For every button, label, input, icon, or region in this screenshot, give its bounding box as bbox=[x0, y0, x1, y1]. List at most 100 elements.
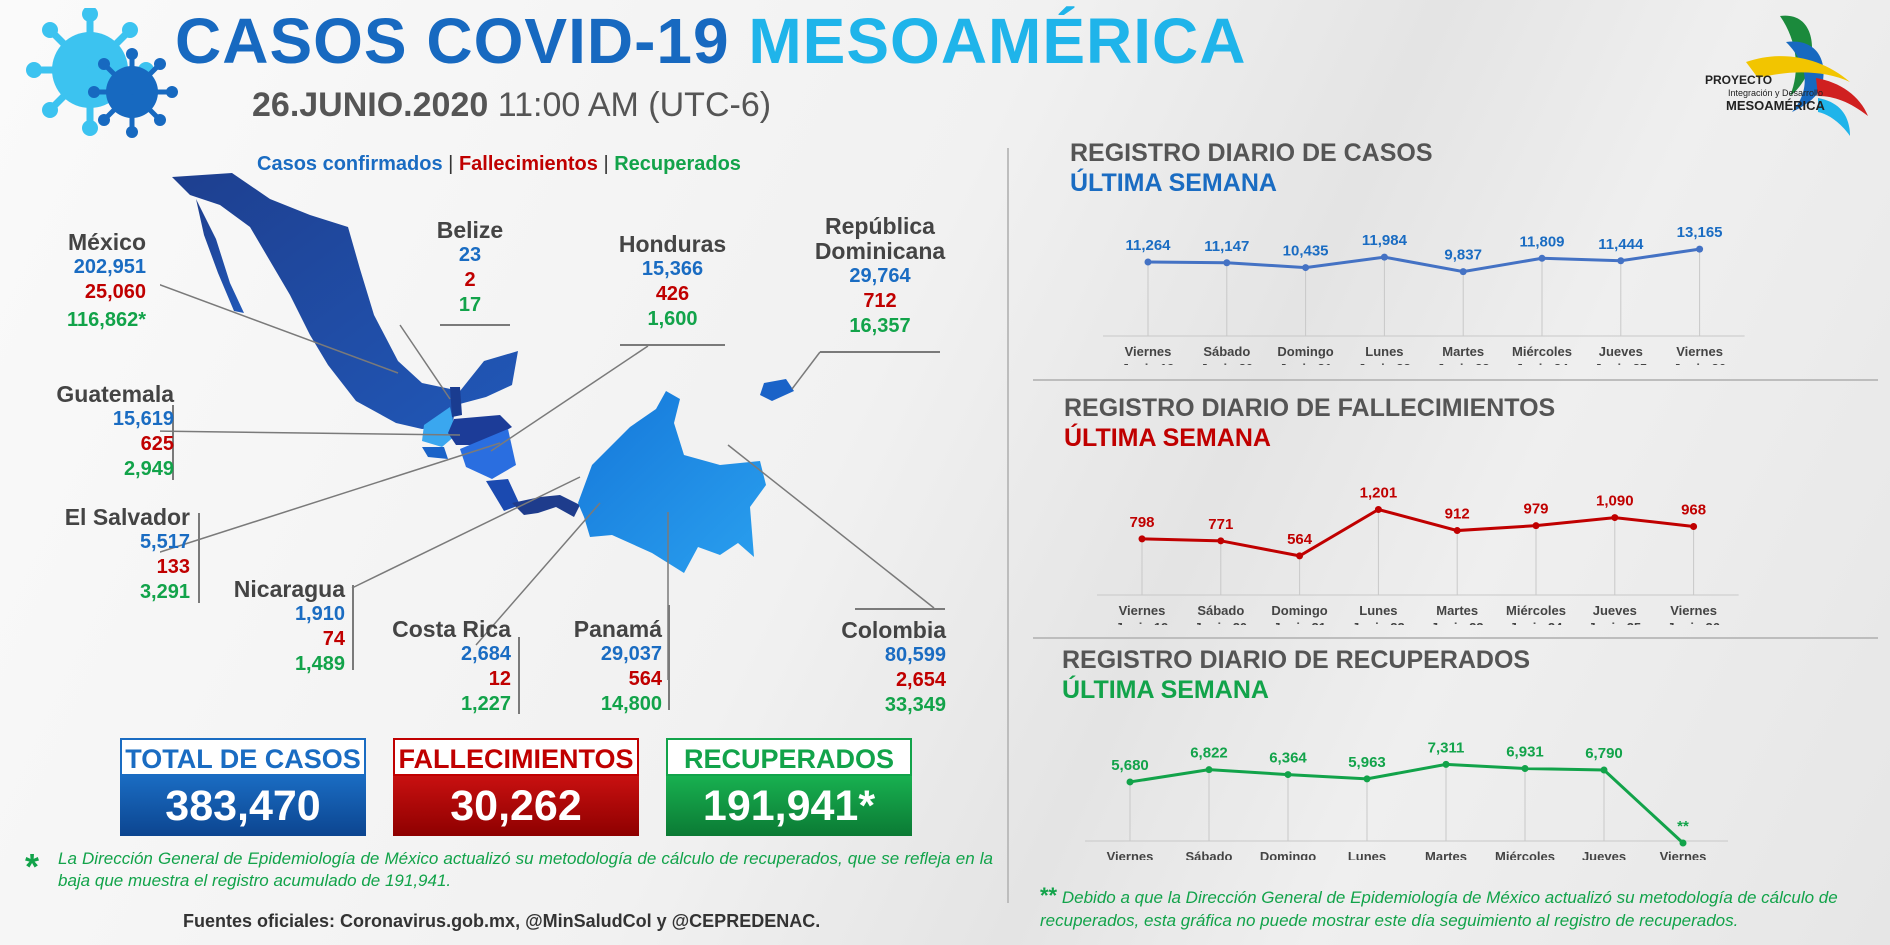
category-label: Junio 23 bbox=[1431, 620, 1484, 625]
chart-title: REGISTRO DIARIO DE CASOS bbox=[1070, 139, 1433, 167]
category-label: Jueves bbox=[1582, 849, 1626, 860]
divider-1 bbox=[1033, 379, 1878, 381]
data-label: 6,364 bbox=[1269, 750, 1307, 767]
country-deaths: 712 bbox=[863, 290, 897, 312]
logo-line3: MESOAMÉRICA bbox=[1726, 98, 1826, 113]
deaths-chart: 798 Viernes Junio 19 771 Sábado Junio 20 564 Do… bbox=[1040, 455, 1870, 635]
data-label: 1,090 bbox=[1596, 493, 1634, 510]
sources: Fuentes oficiales: Coronavirus.gob.mx, @… bbox=[183, 911, 821, 931]
country-name-line2: Dominicana bbox=[814, 238, 946, 264]
total-deaths-value: 30,262 bbox=[393, 776, 639, 836]
title-part2: MESOAMÉRICA bbox=[748, 5, 1247, 77]
data-point bbox=[1696, 245, 1704, 253]
data-point bbox=[1302, 264, 1310, 272]
legend-sep: | bbox=[448, 153, 454, 175]
total-deaths-box: FALLECIMIENTOS 30,262 bbox=[393, 738, 639, 836]
data-label: 912 bbox=[1445, 506, 1470, 523]
chart-title: REGISTRO DIARIO DE FALLECIMIENTOS bbox=[1064, 394, 1556, 422]
divider-2 bbox=[1033, 637, 1878, 639]
page-title: CASOS COVID-19 MESOAMÉRICA bbox=[175, 4, 1246, 78]
data-label: 11,444 bbox=[1598, 236, 1644, 253]
category-label: Domingo bbox=[1260, 849, 1316, 860]
proyecto-mesoamerica-logo: PROYECTO Integración y Desarrollo MESOAM… bbox=[1700, 12, 1870, 138]
country-belize: Belize 23 2 17 bbox=[420, 218, 520, 318]
recovered-chart-title-block: REGISTRO DIARIO DE RECUPERADOS ÚLTIMA SE… bbox=[1062, 645, 1530, 705]
leader-bar-colombia bbox=[855, 608, 945, 610]
category-label: Martes bbox=[1436, 603, 1478, 618]
country-recovered: 1,227 bbox=[460, 693, 511, 715]
honduras-shape bbox=[448, 415, 512, 445]
total-deaths-label: FALLECIMIENTOS bbox=[393, 738, 639, 776]
country-name: México bbox=[68, 229, 146, 255]
country-deaths: 12 bbox=[488, 668, 511, 690]
data-label: 7,311 bbox=[1428, 739, 1465, 756]
belize-shape bbox=[450, 387, 462, 417]
category-label: Viernes bbox=[1676, 344, 1723, 359]
chart-subtitle: ÚLTIMA SEMANA bbox=[1062, 676, 1269, 704]
country-name: Belize bbox=[436, 217, 504, 243]
leader-bar-elsalvador bbox=[198, 513, 200, 603]
line-chart-svg: 798 Viernes Junio 19 771 Sábado Junio 20 564 Do… bbox=[1097, 484, 1739, 635]
report-date: 26.JUNIO.2020 11:00 AM (UTC-6) bbox=[252, 86, 771, 125]
date-time: 11:00 AM (UTC-6) bbox=[497, 86, 772, 124]
deaths-chart-title-block: REGISTRO DIARIO DE FALLECIMIENTOS ÚLTIMA… bbox=[1064, 393, 1555, 453]
data-point bbox=[1217, 537, 1225, 545]
mesoamerica-map bbox=[151, 165, 950, 705]
data-label: ** bbox=[1677, 818, 1689, 835]
dominican-republic-shape bbox=[760, 379, 794, 401]
chart-footnote-text: Debido a que la Dirección General de Epi… bbox=[1040, 888, 1838, 930]
category-label: Junio 24 bbox=[1510, 620, 1564, 625]
total-recovered-label: RECUPERADOS bbox=[666, 738, 912, 776]
country-dominicana: República Dominicana 29,764 712 16,357 bbox=[800, 214, 960, 339]
country-name: Costa Rica bbox=[392, 616, 511, 642]
country-name: Panamá bbox=[573, 616, 662, 642]
elsalvador-shape bbox=[422, 447, 448, 459]
category-label: Viernes bbox=[1107, 849, 1154, 860]
category-label: Junio 21 bbox=[1273, 620, 1326, 625]
country-recovered: 116,862* bbox=[67, 309, 146, 331]
country-cases: 2,684 bbox=[460, 643, 511, 665]
category-label: Junio 21 bbox=[1279, 361, 1332, 365]
line-chart-svg: 11,264 Viernes Junio 19 11,147 Sábado Junio 2… bbox=[1103, 224, 1745, 376]
country-cases: 202,951 bbox=[73, 256, 146, 278]
category-label: Domingo bbox=[1271, 603, 1327, 618]
category-label: Jueves bbox=[1599, 344, 1643, 359]
logo-line1: PROYECTO bbox=[1705, 73, 1772, 87]
category-label: Junio 19 bbox=[1116, 620, 1169, 625]
mexico-shape bbox=[172, 173, 518, 429]
category-label: Martes bbox=[1425, 849, 1467, 860]
data-point bbox=[1363, 775, 1371, 783]
series-line bbox=[1147, 247, 1700, 274]
country-nicaragua: Nicaragua 1,910 74 1,489 bbox=[210, 577, 345, 677]
data-label: 6,790 bbox=[1585, 745, 1623, 762]
leader-bar-panama bbox=[668, 605, 670, 710]
country-deaths: 625 bbox=[140, 433, 174, 455]
category-label: Miércoles bbox=[1495, 849, 1555, 860]
category-label: Junio 26 bbox=[1673, 361, 1726, 365]
category-label: Viernes bbox=[1125, 344, 1172, 359]
country-name: República bbox=[825, 213, 935, 239]
logo-line2: Integración y Desarrollo bbox=[1728, 88, 1823, 98]
country-cases: 23 bbox=[458, 244, 482, 266]
chart-subtitle: ÚLTIMA SEMANA bbox=[1064, 424, 1271, 452]
data-label: 13,165 bbox=[1677, 224, 1723, 241]
country-honduras: Honduras 15,366 426 1,600 bbox=[610, 232, 735, 332]
data-label: 771 bbox=[1208, 516, 1233, 533]
data-label: 979 bbox=[1523, 501, 1548, 518]
category-label: Junio 24 bbox=[1516, 361, 1570, 365]
country-cases: 80,599 bbox=[884, 644, 946, 666]
category-label: Sábado bbox=[1186, 849, 1233, 860]
data-point bbox=[1138, 535, 1146, 543]
country-deaths: 2,654 bbox=[895, 669, 946, 691]
leader-bar-belize bbox=[440, 324, 510, 326]
country-name: Nicaragua bbox=[233, 576, 345, 602]
data-point bbox=[1538, 254, 1546, 262]
data-label: 6,931 bbox=[1506, 743, 1544, 760]
total-recovered-value: 191,941* bbox=[666, 776, 912, 836]
series-line bbox=[1141, 507, 1694, 558]
vertical-divider bbox=[1007, 148, 1009, 903]
country-recovered: 17 bbox=[458, 294, 482, 316]
data-label: 6,822 bbox=[1190, 745, 1228, 762]
data-label: 11,809 bbox=[1519, 233, 1564, 250]
country-colombia: Colombia 80,599 2,654 33,349 bbox=[820, 618, 946, 718]
